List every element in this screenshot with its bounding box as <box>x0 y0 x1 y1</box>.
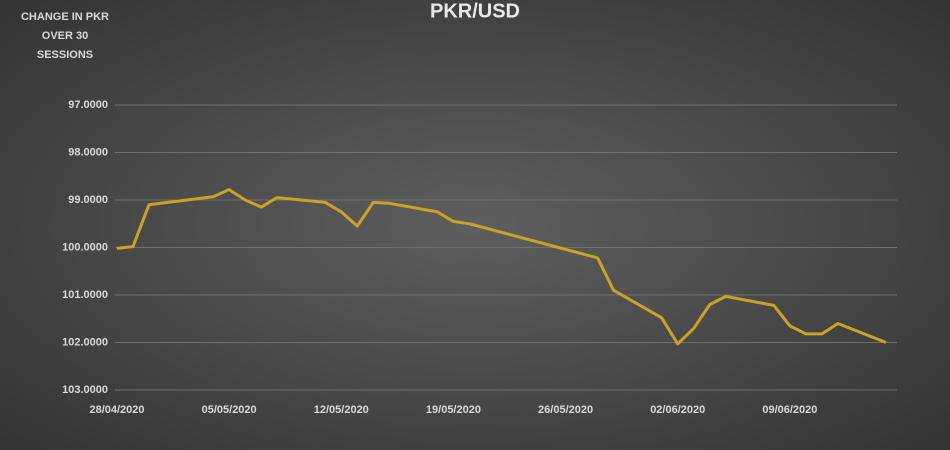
y-tick-label: 99.0000 <box>68 194 108 206</box>
data-line <box>116 188 887 346</box>
x-tick-label: 12/05/2020 <box>314 404 369 416</box>
y-tick-label: 103.0000 <box>62 384 108 396</box>
x-tick-label: 02/06/2020 <box>650 404 705 416</box>
y-tick-label: 100.0000 <box>62 241 108 253</box>
y-tick-label: 101.0000 <box>62 289 108 301</box>
y-tick-label: 97.0000 <box>68 99 108 111</box>
y-tick-label: 102.0000 <box>62 336 108 348</box>
y-tick-label: 98.0000 <box>68 146 108 158</box>
chart-title: PKR/USD <box>430 0 520 22</box>
x-tick-label: 09/06/2020 <box>762 404 817 416</box>
x-tick-label: 26/05/2020 <box>538 404 593 416</box>
y-axis-label: CHANGE IN PKR OVER 30 SESSIONS <box>20 11 109 61</box>
x-tick-label: 28/04/2020 <box>89 404 144 416</box>
x-tick-label: 05/05/2020 <box>202 404 257 416</box>
x-tick-label: 19/05/2020 <box>426 404 481 416</box>
